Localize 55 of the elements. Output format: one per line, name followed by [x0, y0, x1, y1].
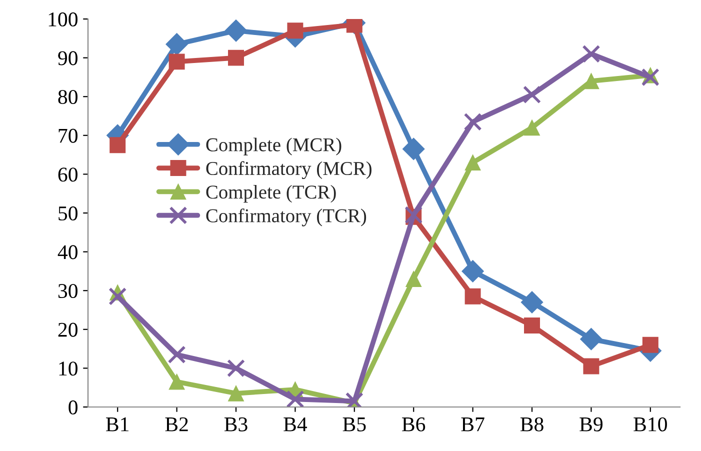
legend-label: Confirmatory (MCR)	[206, 161, 372, 180]
y-tick-label: 100	[48, 12, 78, 26]
point	[404, 206, 423, 224]
x-tick-label: B2	[165, 417, 188, 432]
point	[402, 138, 425, 160]
y-tick-label: 80	[58, 90, 78, 104]
x-tick-label: B7	[461, 418, 484, 432]
x-tick-label: B1	[106, 417, 129, 432]
y-tick-label: 0	[68, 400, 78, 414]
y-tick-label: 10	[59, 362, 78, 376]
point	[583, 73, 600, 90]
point	[406, 270, 422, 287]
point	[524, 120, 540, 136]
x-tick-label: B4	[284, 417, 308, 432]
point	[464, 288, 481, 304]
x-tick-label: B5	[342, 418, 366, 432]
point	[108, 287, 127, 306]
y-tick-label: 60	[58, 168, 78, 182]
point	[641, 68, 660, 86]
point	[522, 86, 542, 104]
x-tick-label: B9	[580, 417, 603, 432]
legend-label: Complete (TCR)	[206, 184, 336, 203]
y-tick-label: 50	[58, 206, 78, 220]
x-tick-label: B10	[634, 417, 667, 432]
point	[168, 54, 185, 70]
point	[524, 318, 540, 334]
legend-label: Confirmatory (TCR)	[206, 208, 366, 226]
point	[464, 112, 482, 131]
point	[226, 359, 246, 378]
point	[464, 154, 481, 171]
point	[642, 336, 658, 353]
point	[168, 346, 186, 364]
x-tick-label: B6	[402, 417, 426, 432]
legend-label: Complete (MCR)	[206, 138, 342, 156]
point	[520, 291, 544, 314]
point	[110, 137, 126, 154]
point	[287, 22, 304, 39]
x-tick-label: B8	[520, 417, 544, 432]
point	[166, 33, 188, 56]
y-tick-label: 90	[58, 51, 78, 66]
point	[583, 358, 600, 374]
point	[286, 390, 304, 407]
y-tick-label: 30	[58, 284, 78, 298]
y-tick-label: 20	[58, 322, 78, 337]
y-tick-label: 40	[58, 245, 78, 260]
point	[224, 19, 248, 42]
point	[582, 44, 600, 63]
point	[346, 19, 362, 33]
y-tick-label: 70	[58, 128, 78, 143]
point	[462, 260, 484, 282]
point	[228, 50, 244, 66]
point	[168, 374, 185, 390]
point	[580, 328, 602, 350]
point	[228, 385, 244, 402]
x-tick-label: B3	[224, 417, 248, 432]
